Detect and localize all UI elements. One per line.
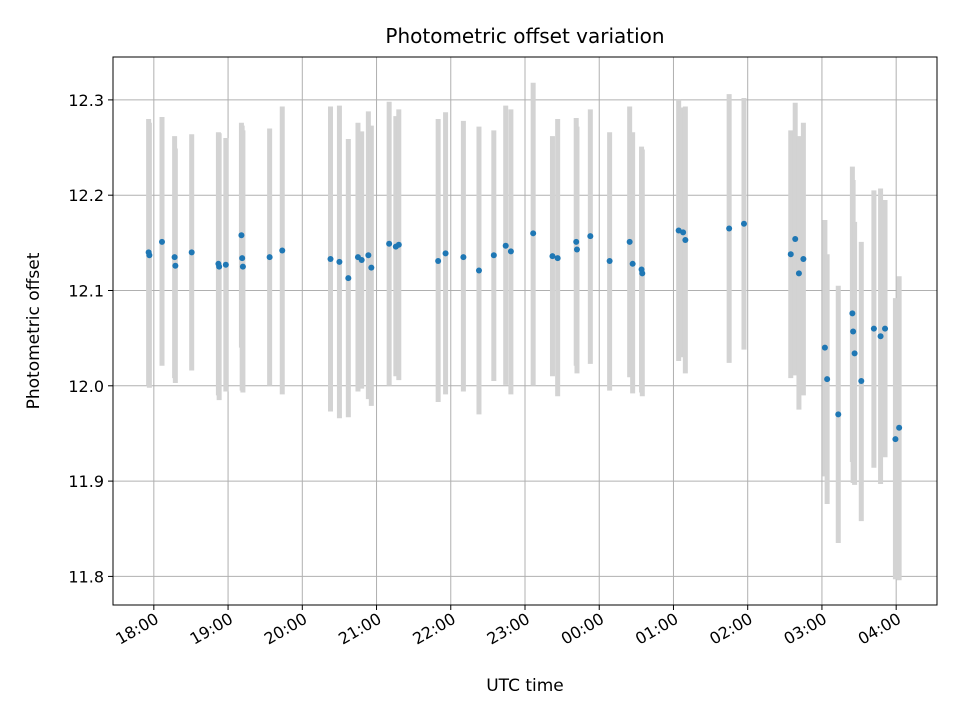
data-point [877, 333, 884, 340]
x-tick-label: 02:00 [706, 609, 755, 649]
data-point [870, 325, 877, 332]
data-point [606, 257, 613, 264]
x-tick-label: 04:00 [855, 609, 904, 649]
x-tick-label: 18:00 [112, 609, 161, 649]
y-tick-label: 11.8 [68, 567, 104, 586]
data-point [239, 263, 246, 270]
data-point [850, 328, 857, 335]
data-point [490, 252, 497, 259]
data-point [336, 258, 343, 265]
data-point [442, 250, 449, 257]
data-point [849, 310, 856, 317]
data-point [573, 238, 580, 245]
data-point [238, 232, 245, 239]
data-point [549, 253, 556, 260]
data-point [530, 230, 537, 237]
x-tick-label: 21:00 [335, 609, 384, 649]
data-point [740, 220, 747, 227]
x-axis-ticks: 18:00 19:00 20:00 21:00 22:00 23:00 00:00 01:00… [112, 605, 904, 649]
data-point [386, 240, 393, 247]
data-point [821, 344, 828, 351]
data-point [792, 236, 799, 243]
data-point [892, 436, 899, 443]
x-tick-label: 01:00 [632, 609, 681, 649]
data-point [795, 270, 802, 277]
data-point [882, 325, 889, 332]
data-point [835, 411, 842, 418]
y-tick-label: 11.9 [68, 472, 104, 491]
data-point [368, 264, 375, 271]
x-tick-label: 19:00 [187, 609, 236, 649]
data-point [639, 270, 646, 277]
data-points [145, 220, 903, 443]
data-point [146, 252, 153, 259]
x-tick-label: 00:00 [558, 609, 607, 649]
data-point [626, 238, 633, 245]
data-point [365, 252, 372, 259]
data-point [239, 255, 246, 262]
data-point [629, 260, 636, 267]
x-tick-label: 03:00 [781, 609, 830, 649]
data-point [279, 247, 286, 254]
data-point [266, 254, 273, 261]
data-point [216, 263, 223, 270]
chart-title: Photometric offset variation [385, 24, 664, 48]
data-point [327, 256, 334, 263]
data-point [800, 256, 807, 263]
x-tick-label: 22:00 [409, 609, 458, 649]
data-point [222, 261, 229, 268]
data-point [188, 249, 195, 256]
data-point [158, 238, 165, 245]
data-point [395, 241, 402, 248]
data-point [573, 246, 580, 253]
x-tick-label: 23:00 [484, 609, 533, 649]
data-point [507, 248, 514, 255]
data-point [172, 262, 179, 269]
y-tick-label: 12.1 [68, 281, 104, 300]
y-tick-label: 12.0 [68, 377, 104, 396]
data-point [682, 236, 689, 243]
data-point [358, 256, 365, 263]
data-point [851, 350, 858, 357]
data-point [858, 378, 865, 385]
data-point [726, 225, 733, 232]
data-point [896, 424, 903, 431]
data-point [587, 233, 594, 240]
error-bars [146, 82, 902, 581]
data-point [824, 376, 831, 383]
data-point [345, 275, 352, 282]
data-point [171, 254, 178, 261]
x-tick-label: 20:00 [261, 609, 310, 649]
data-point [475, 267, 482, 274]
y-axis-title: Photometric offset [24, 252, 44, 409]
y-tick-label: 12.3 [68, 91, 104, 110]
x-axis-title: UTC time [486, 676, 564, 696]
y-axis-ticks: 11.8 11.9 12.0 12.1 12.2 12.3 [68, 91, 113, 586]
data-point [680, 229, 687, 236]
data-point [502, 242, 509, 249]
data-point [554, 255, 561, 262]
data-point [435, 257, 442, 264]
y-tick-label: 12.2 [68, 186, 104, 205]
data-point [460, 254, 467, 261]
data-point [787, 251, 794, 258]
grid-lines [113, 57, 937, 605]
